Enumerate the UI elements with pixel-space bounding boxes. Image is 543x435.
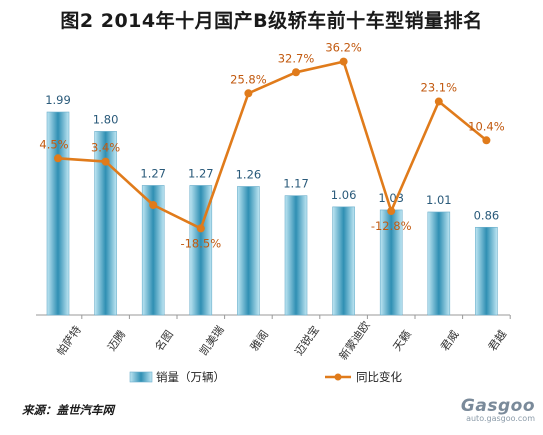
yoy-point-2 <box>149 201 158 209</box>
watermark: Gasgoo auto.gasgoo.com <box>445 396 535 423</box>
bar-3 <box>189 185 213 316</box>
bar-8 <box>427 211 451 316</box>
x-tick-label-6: 新蒙迪欧 <box>336 318 373 362</box>
bar-5 <box>284 195 308 316</box>
source-note: 来源：盖世汽车网 <box>22 403 114 417</box>
bar-6 <box>332 206 355 316</box>
yoy-point-1 <box>101 157 110 166</box>
bar-0 <box>46 111 70 316</box>
bar-2 <box>141 185 165 316</box>
bar-value-label-1: 1.80 <box>93 112 119 126</box>
x-tick-labels: 帕萨特 迈腾 名图 凯美瑞 雅阁 迈锐宝 新蒙迪欧 天籁 君威 君越 <box>53 315 511 362</box>
legend-bar-label: 销量（万辆） <box>156 370 225 384</box>
x-tick-label-0: 帕萨特 <box>53 323 83 358</box>
x-tick-label-5: 迈锐宝 <box>291 323 321 358</box>
yoy-point-9 <box>482 136 491 145</box>
yoy-point-5 <box>292 68 300 77</box>
bar-1 <box>94 131 117 316</box>
bar-value-label-3: 1.27 <box>188 166 214 180</box>
bar-9 <box>475 226 498 316</box>
yoy-point-0 <box>54 154 62 163</box>
bar-value-label-8: 1.01 <box>426 193 452 207</box>
yoy-point-6 <box>339 57 348 66</box>
legend-line-label: 同比变化 <box>356 370 402 384</box>
x-tick-label-1: 迈腾 <box>104 327 128 353</box>
bar-value-label-4: 1.26 <box>236 167 262 181</box>
yoy-label-0: 4.5% <box>39 137 68 151</box>
yoy-point-4 <box>244 89 253 98</box>
yoy-label-6: 36.2% <box>325 41 362 55</box>
yoy-point-8 <box>434 97 443 106</box>
yoy-label-8: 23.1% <box>421 81 458 95</box>
bar-4 <box>237 186 260 316</box>
x-tick-label-7: 天籁 <box>390 327 414 353</box>
legend-line-marker <box>334 373 342 381</box>
yoy-label-1: 3.4% <box>91 141 120 155</box>
x-tick-label-2: 名图 <box>152 327 176 353</box>
yoy-label-9: 10.4% <box>468 119 505 133</box>
yoy-label-5: 32.7% <box>278 51 315 65</box>
watermark-logo: Gasgoo <box>460 396 535 416</box>
bar-value-label-6: 1.06 <box>331 188 357 202</box>
x-tick-label-9: 君越 <box>485 327 509 353</box>
bars-group <box>46 111 498 316</box>
x-tick-label-4: 雅阁 <box>247 327 271 353</box>
bar-value-label-9: 0.86 <box>474 208 500 222</box>
legend-bar-swatch <box>129 371 153 383</box>
legend: 销量（万辆） 同比变化 <box>129 370 402 384</box>
yoy-label-4: 25.8% <box>230 72 267 86</box>
x-tick-label-3: 凯美瑞 <box>196 323 226 358</box>
yoy-line-group: 4.5% 3.4% -18.5% 25.8% 32.7% 36.2% -12.8% 23.1%… <box>39 41 504 251</box>
bar-value-label-2: 1.27 <box>140 166 166 180</box>
watermark-url: auto.gasgoo.com <box>466 414 535 423</box>
yoy-label-7: -12.8% <box>371 219 412 233</box>
yoy-line <box>57 60 488 230</box>
yoy-point-7 <box>387 207 396 216</box>
yoy-point-3 <box>196 224 205 233</box>
bar-value-label-5: 1.17 <box>283 177 309 191</box>
x-tick-label-8: 君威 <box>438 328 461 353</box>
chart-title: 图2 2014年十月国产B级轿车前十车型销量排名 <box>60 10 483 32</box>
yoy-label-3: -18.5% <box>180 236 221 250</box>
bar-value-label-0: 1.99 <box>45 93 71 107</box>
